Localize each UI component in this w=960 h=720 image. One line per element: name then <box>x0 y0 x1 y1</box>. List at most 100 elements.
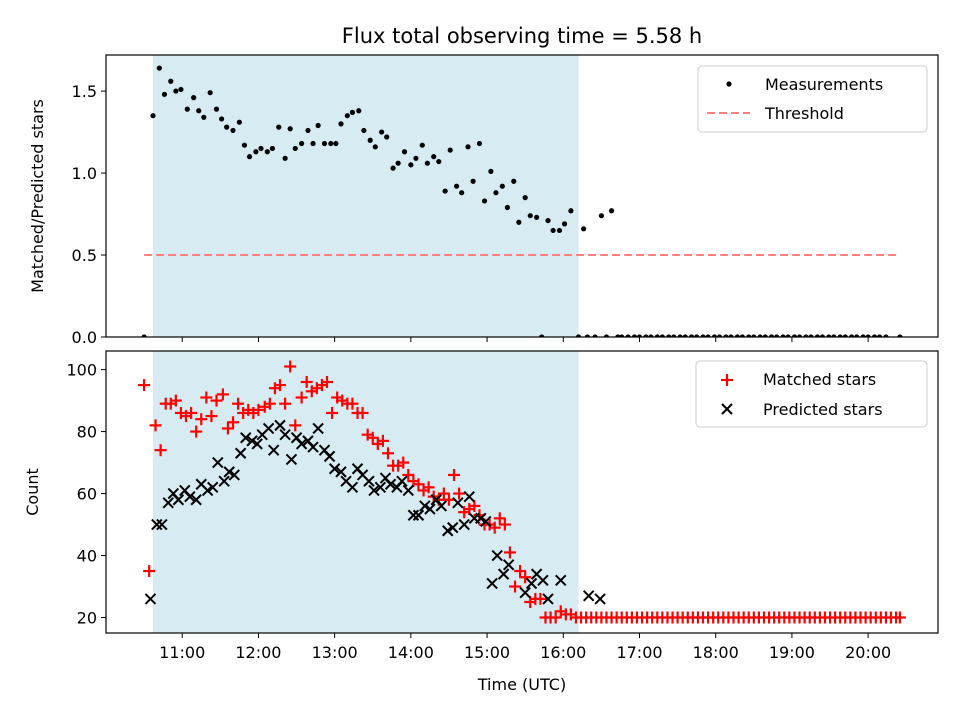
predicted-stars-point <box>190 494 202 506</box>
panel-ratio: 0.0 0.5 1.0 1.5 Matched/Predicted stars Mea… <box>28 54 939 347</box>
matched-stars-point <box>442 493 455 506</box>
measurements-point <box>173 88 179 94</box>
measurements-point <box>688 334 695 337</box>
measurements-point <box>328 140 334 147</box>
measurements-point <box>408 162 414 168</box>
measurements-point <box>476 140 483 147</box>
predicted-stars-point <box>312 422 324 435</box>
predicted-stars-point <box>594 593 606 605</box>
matched-stars-point <box>437 487 450 500</box>
measurements-point <box>178 86 184 93</box>
measurements-point <box>819 334 826 337</box>
measurements-point <box>236 119 242 125</box>
predicted-stars-point <box>251 438 263 450</box>
measurements-point <box>716 334 723 337</box>
matched-stars-point <box>274 379 287 392</box>
measurements-point <box>201 114 207 120</box>
matched-stars-point <box>195 413 208 426</box>
matched-stars-point <box>346 397 359 410</box>
measurements-point <box>527 213 533 219</box>
predicted-stars-point <box>212 456 224 469</box>
measurements-point <box>361 127 367 134</box>
measurements-point <box>349 109 356 115</box>
matched-stars-point <box>503 546 516 559</box>
measurements-point <box>522 195 528 201</box>
xtick-label: 14:00 <box>388 643 434 662</box>
predicted-stars-point <box>295 438 308 450</box>
matched-stars-point <box>190 425 203 438</box>
matched-stars-point <box>519 571 532 584</box>
measurements-point <box>746 334 752 337</box>
measurements-point <box>654 334 660 337</box>
measurements-point <box>598 213 604 219</box>
matched-stars-point <box>498 518 511 531</box>
legend-threshold-label: Threshold <box>764 104 844 123</box>
measurements-point <box>619 334 625 337</box>
predicted-stars-point <box>452 497 464 509</box>
ratio-yticks: 0.0 0.5 1.0 1.5 <box>72 82 106 347</box>
measurements-point <box>150 113 156 119</box>
predicted-stars-point <box>285 453 298 466</box>
measurements-point <box>780 334 786 337</box>
predicted-stars-point <box>201 484 214 497</box>
measurements-point <box>711 334 718 337</box>
measurements-point <box>883 334 889 337</box>
measurements-point <box>413 155 419 161</box>
matched-stars-point <box>216 388 229 401</box>
measurements-point <box>499 183 505 189</box>
measurements-point <box>196 108 202 114</box>
predicted-stars-point <box>435 500 448 512</box>
matched-stars-point <box>534 592 547 605</box>
matched-stars-point <box>227 416 240 429</box>
counts-legend: Matched stars Predicted stars <box>695 360 928 428</box>
measurements-point <box>791 334 798 337</box>
predicted-stars-point <box>335 466 347 478</box>
measurements-point <box>516 219 522 225</box>
ratio-legend: Measurements Threshold <box>697 65 928 133</box>
matched-stars-point <box>169 394 182 407</box>
measurements-point <box>694 334 700 337</box>
matched-stars-point <box>488 521 501 534</box>
measurements-point <box>305 127 311 134</box>
matched-stars-point <box>376 434 389 447</box>
measurements-point <box>442 188 448 194</box>
matched-stars-point <box>263 397 276 410</box>
measurements-point <box>419 142 425 148</box>
measurements-point <box>156 65 162 71</box>
measurements-point <box>224 124 230 130</box>
matched-stars-point <box>468 499 481 512</box>
measurements-point <box>556 227 563 234</box>
measurements-point <box>453 183 460 189</box>
measurements-point <box>447 147 453 153</box>
measurements-point <box>897 334 903 337</box>
legend-matched-label: Matched stars <box>763 370 876 389</box>
predicted-stars-point <box>172 494 185 506</box>
measurements-point <box>356 108 362 114</box>
measurements-point <box>769 334 775 337</box>
measurements-point <box>581 226 587 232</box>
measurements-point <box>842 334 848 337</box>
measurements-point <box>459 190 465 196</box>
matched-stars-point <box>893 611 906 624</box>
measurements-point <box>762 334 768 337</box>
matched-stars-point <box>284 360 297 373</box>
matched-stars-point <box>412 478 425 491</box>
matched-stars-point <box>149 419 162 432</box>
measurements-point <box>705 334 711 337</box>
ratio-legend-box <box>697 65 928 133</box>
measurements-point <box>631 334 638 337</box>
measurements-point <box>401 149 408 155</box>
measurements-point <box>230 127 236 134</box>
measurements-point <box>659 334 665 337</box>
ytick-label: 40 <box>77 547 97 566</box>
predicted-stars-point <box>396 475 408 487</box>
measurements-point <box>734 334 740 337</box>
measurements-point <box>379 129 385 135</box>
measurements-point <box>636 334 643 337</box>
measurements-point <box>191 95 197 101</box>
measurements-point <box>608 208 615 214</box>
measurements-point <box>481 198 488 204</box>
counts-series-layer <box>138 360 906 624</box>
predicted-stars-point <box>537 574 549 587</box>
